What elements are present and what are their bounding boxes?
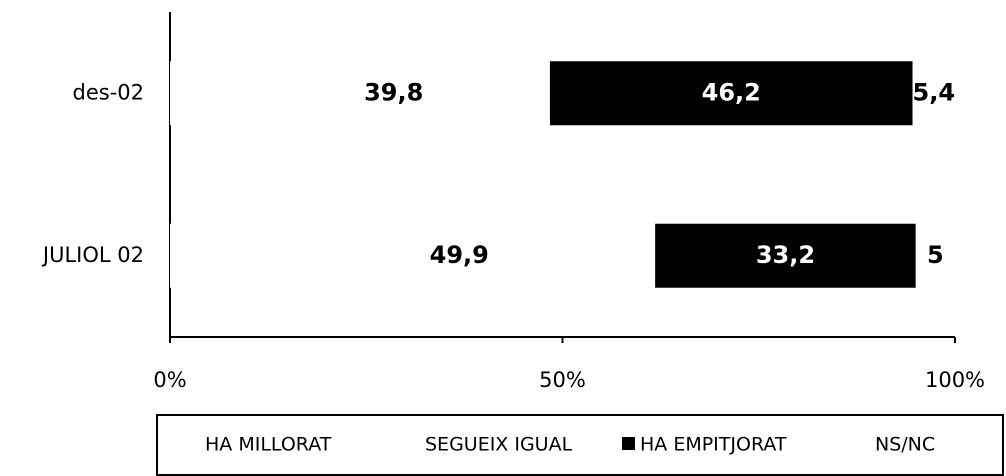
legend-label: NS/NC: [875, 434, 935, 456]
bar-segment: [549, 61, 913, 126]
x-tick-label: 50%: [539, 368, 586, 392]
legend-label: HA MILLORAT: [205, 434, 332, 456]
x-tick-label: 100%: [925, 368, 985, 392]
bar-segment: [237, 61, 550, 126]
bar-segment: [655, 223, 916, 288]
data-label: 46,2: [702, 78, 761, 106]
bar-segment: [170, 61, 238, 126]
bar-segment: [170, 223, 264, 288]
data-label: 5: [927, 241, 944, 269]
y-tick-label: JULIOL 02: [41, 243, 144, 267]
legend-swatch: [857, 437, 870, 450]
y-tick-label: des-02: [73, 80, 145, 104]
legend-swatch: [407, 437, 420, 450]
legend-label: SEGUEIX IGUAL: [425, 434, 573, 456]
bar-segment: [912, 61, 955, 126]
bar-segment: [915, 223, 955, 288]
data-label: 39,8: [364, 78, 423, 106]
bar-segment: [263, 223, 656, 288]
data-label: 33,2: [756, 241, 815, 269]
x-tick-label: 0%: [153, 368, 186, 392]
legend-swatch: [622, 437, 635, 450]
legend-label: HA EMPITJORAT: [640, 434, 787, 456]
legend-swatch: [187, 437, 200, 450]
data-label: 49,9: [430, 241, 489, 269]
data-label: 5,4: [913, 78, 956, 106]
